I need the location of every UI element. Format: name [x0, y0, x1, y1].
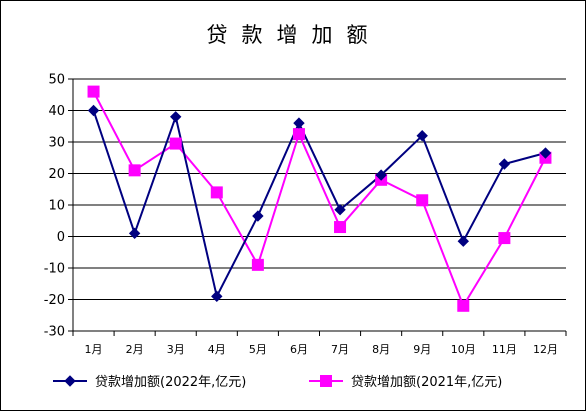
data-point-1 [87, 85, 100, 98]
data-point-1 [416, 194, 429, 207]
data-point-1 [292, 128, 305, 141]
data-point-0 [416, 129, 428, 142]
data-point-0 [539, 147, 552, 159]
y-tick-label: -10 [44, 262, 65, 277]
data-point-0 [334, 204, 346, 216]
y-tick-label: 20 [48, 167, 65, 182]
data-point-1 [334, 221, 347, 234]
data-point-0 [293, 117, 305, 129]
chart-title: 贷款增加额 [206, 23, 382, 47]
y-tick-label: -20 [44, 293, 65, 308]
data-point-0 [170, 111, 182, 123]
data-point-0 [128, 227, 141, 240]
data-point-1 [498, 232, 511, 245]
data-point-1 [210, 186, 223, 199]
legend-label: 贷款增加额(2021年,亿元) [351, 375, 502, 390]
x-tick-label: 11月 [492, 343, 517, 356]
x-tick-label: 6月 [290, 343, 308, 356]
data-point-0 [211, 290, 223, 303]
x-tick-label: 3月 [167, 343, 185, 356]
data-point-1 [251, 258, 264, 271]
y-tick-label: 50 [48, 73, 65, 88]
legend-marker-0 [64, 375, 76, 387]
y-tick-label: 0 [57, 230, 65, 245]
legend-label: 贷款增加额(2022年,亿元) [95, 375, 246, 390]
x-tick-label: 5月 [249, 343, 267, 356]
y-tick-label: 10 [48, 199, 65, 214]
data-point-0 [252, 210, 264, 222]
data-point-0 [375, 169, 387, 181]
x-tick-label: 1月 [85, 343, 103, 356]
x-tick-label: 12月 [533, 343, 558, 356]
data-point-1 [457, 299, 470, 312]
x-tick-label: 4月 [208, 343, 226, 356]
series-line-1 [92, 91, 547, 309]
x-tick-label: 8月 [372, 343, 390, 356]
x-tick-label: 2月 [126, 343, 144, 356]
data-point-1 [128, 164, 141, 177]
y-tick-label: 40 [48, 104, 65, 119]
legend-marker-1 [320, 375, 332, 387]
data-point-1 [169, 137, 182, 150]
data-point-0 [87, 104, 100, 117]
x-tick-label: 7月 [331, 343, 349, 356]
y-tick-label: 30 [48, 136, 65, 151]
data-point-0 [498, 158, 511, 170]
data-point-0 [457, 235, 469, 247]
y-tick-label: -30 [44, 325, 65, 340]
x-tick-label: 10月 [451, 343, 476, 356]
x-tick-label: 9月 [413, 343, 431, 356]
series-line-0 [92, 110, 546, 300]
